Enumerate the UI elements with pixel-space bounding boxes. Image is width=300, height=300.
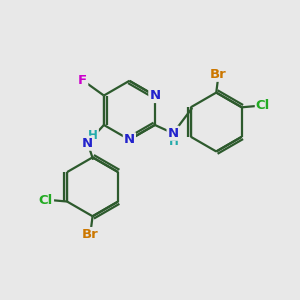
Text: F: F (78, 74, 87, 87)
Text: N: N (124, 133, 135, 146)
Text: H: H (169, 135, 179, 148)
Text: N: N (168, 127, 179, 140)
Text: H: H (88, 129, 98, 142)
Text: Br: Br (210, 68, 227, 81)
Text: N: N (149, 89, 161, 102)
Text: N: N (82, 137, 93, 150)
Text: Br: Br (82, 228, 99, 241)
Text: Cl: Cl (256, 99, 270, 112)
Text: Cl: Cl (39, 194, 53, 207)
